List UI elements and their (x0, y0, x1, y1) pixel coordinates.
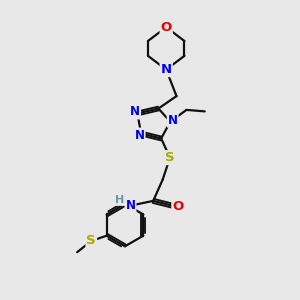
Text: N: N (160, 63, 172, 76)
Text: N: N (130, 106, 140, 118)
Text: S: S (86, 235, 96, 248)
Text: H: H (115, 195, 124, 205)
Text: O: O (172, 200, 184, 213)
Text: N: N (125, 199, 136, 212)
Text: N: N (168, 114, 178, 127)
Text: N: N (135, 128, 145, 142)
Text: S: S (165, 151, 175, 164)
Text: O: O (160, 21, 172, 34)
